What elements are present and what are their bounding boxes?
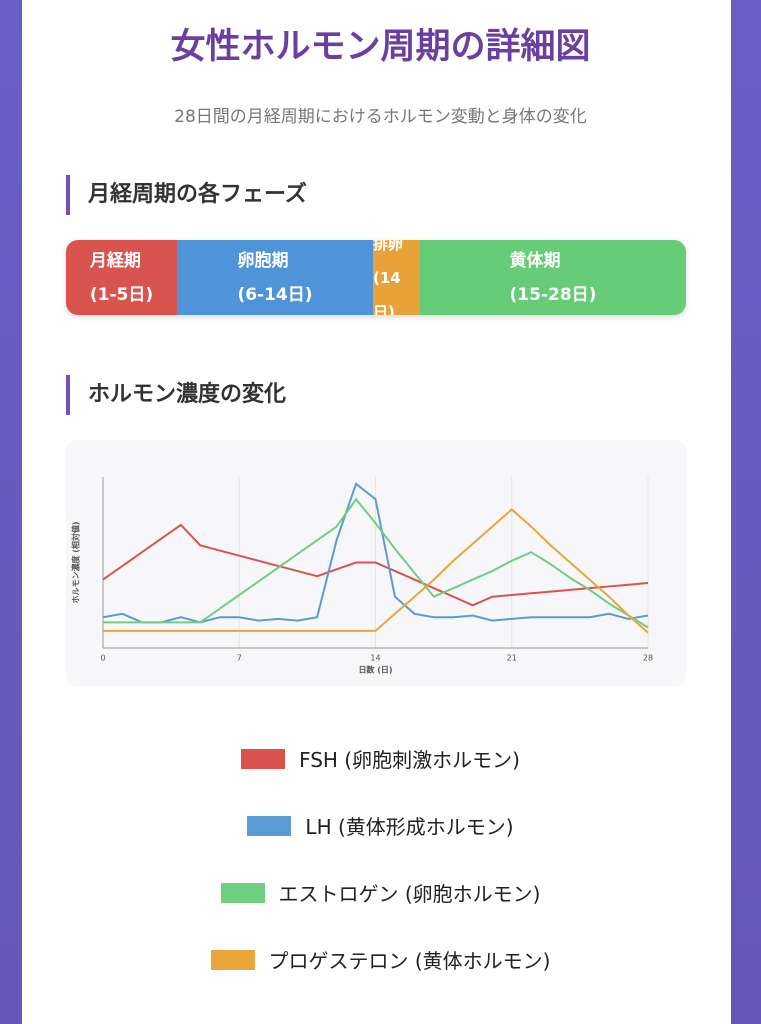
series-line (102, 482, 649, 624)
phase-text: 排卵 (14日) (373, 240, 420, 315)
phase-text: 卵胞期 (6-14日) (237, 244, 312, 312)
phase-days: (1-5日) (89, 284, 154, 305)
legend-swatch (247, 815, 292, 836)
x-tick-label: 7 (237, 654, 242, 663)
chart: 0 7 14 21 28 日数 (日) ホルモン濃度 (相対値) (71, 477, 653, 675)
series-line (102, 523, 649, 607)
legend-swatch (220, 882, 265, 903)
subtitle: 28日間の月経周期におけるホルモン変動と身体の変化 (174, 107, 587, 127)
phase: 月経期 (1-5日) (66, 240, 177, 315)
phase: 排卵 (14日) (373, 240, 420, 315)
legend-label: FSH (卵胞刺激ホルモン) (299, 748, 520, 772)
phase-text: 黄体期 (15-28日) (510, 244, 597, 312)
legend-label: エストロゲン (卵胞ホルモン) (278, 882, 541, 906)
legend-item: LH (黄体形成ホルモン) (0, 792, 761, 859)
series-line (103, 497, 649, 629)
phase-name: 排卵 (373, 240, 404, 253)
x-tick-label: 0 (100, 654, 105, 663)
x-axis-label: 日数 (日) (358, 665, 392, 675)
phase-text: 月経期 (1-5日) (90, 244, 153, 312)
phase-days: (14日) (373, 268, 401, 316)
phase-name: 卵胞期 (237, 250, 289, 271)
page-title: 女性ホルモン周期の詳細図 (170, 27, 591, 67)
legend-item: プロゲステロン (黄体ホルモン) (0, 926, 761, 993)
legend-label: LH (黄体形成ホルモン) (305, 815, 514, 839)
legend: FSH (卵胞刺激ホルモン) LH (黄体形成ホルモン) エストロゲン (卵胞ホルモ… (0, 725, 761, 993)
x-tick-label: 28 (643, 654, 653, 663)
section-heading: ホルモン濃度の変化 (66, 375, 286, 415)
legend-item: エストロゲン (卵胞ホルモン) (0, 859, 761, 926)
phase-days: (6-14日) (237, 284, 313, 305)
legend-swatch (241, 748, 286, 769)
chart-box: 0 7 14 21 28 日数 (日) ホルモン濃度 (相対値) (66, 440, 686, 686)
series-line (103, 508, 649, 634)
section-heading: 月経周期の各フェーズ (66, 175, 307, 215)
x-tick-label: 21 (507, 654, 517, 663)
x-tick-label: 14 (370, 654, 380, 663)
y-axis-label: ホルモン濃度 (相対値) (71, 521, 81, 603)
phase-days: (15-28日) (509, 284, 597, 305)
legend-item: FSH (卵胞刺激ホルモン) (0, 725, 761, 792)
phase: 卵胞期 (6-14日) (177, 240, 373, 315)
legend-label: プロゲステロン (黄体ホルモン) (268, 949, 551, 973)
phase-name: 黄体期 (509, 250, 561, 271)
legend-swatch (210, 949, 255, 970)
phase-bar: 月経期 (1-5日) 卵胞期 (6-14日) 排卵 (14日) 黄体期 (15-28日) (66, 240, 686, 315)
phase: 黄体期 (15-28日) (420, 240, 686, 315)
phase-name: 月経期 (89, 250, 141, 271)
